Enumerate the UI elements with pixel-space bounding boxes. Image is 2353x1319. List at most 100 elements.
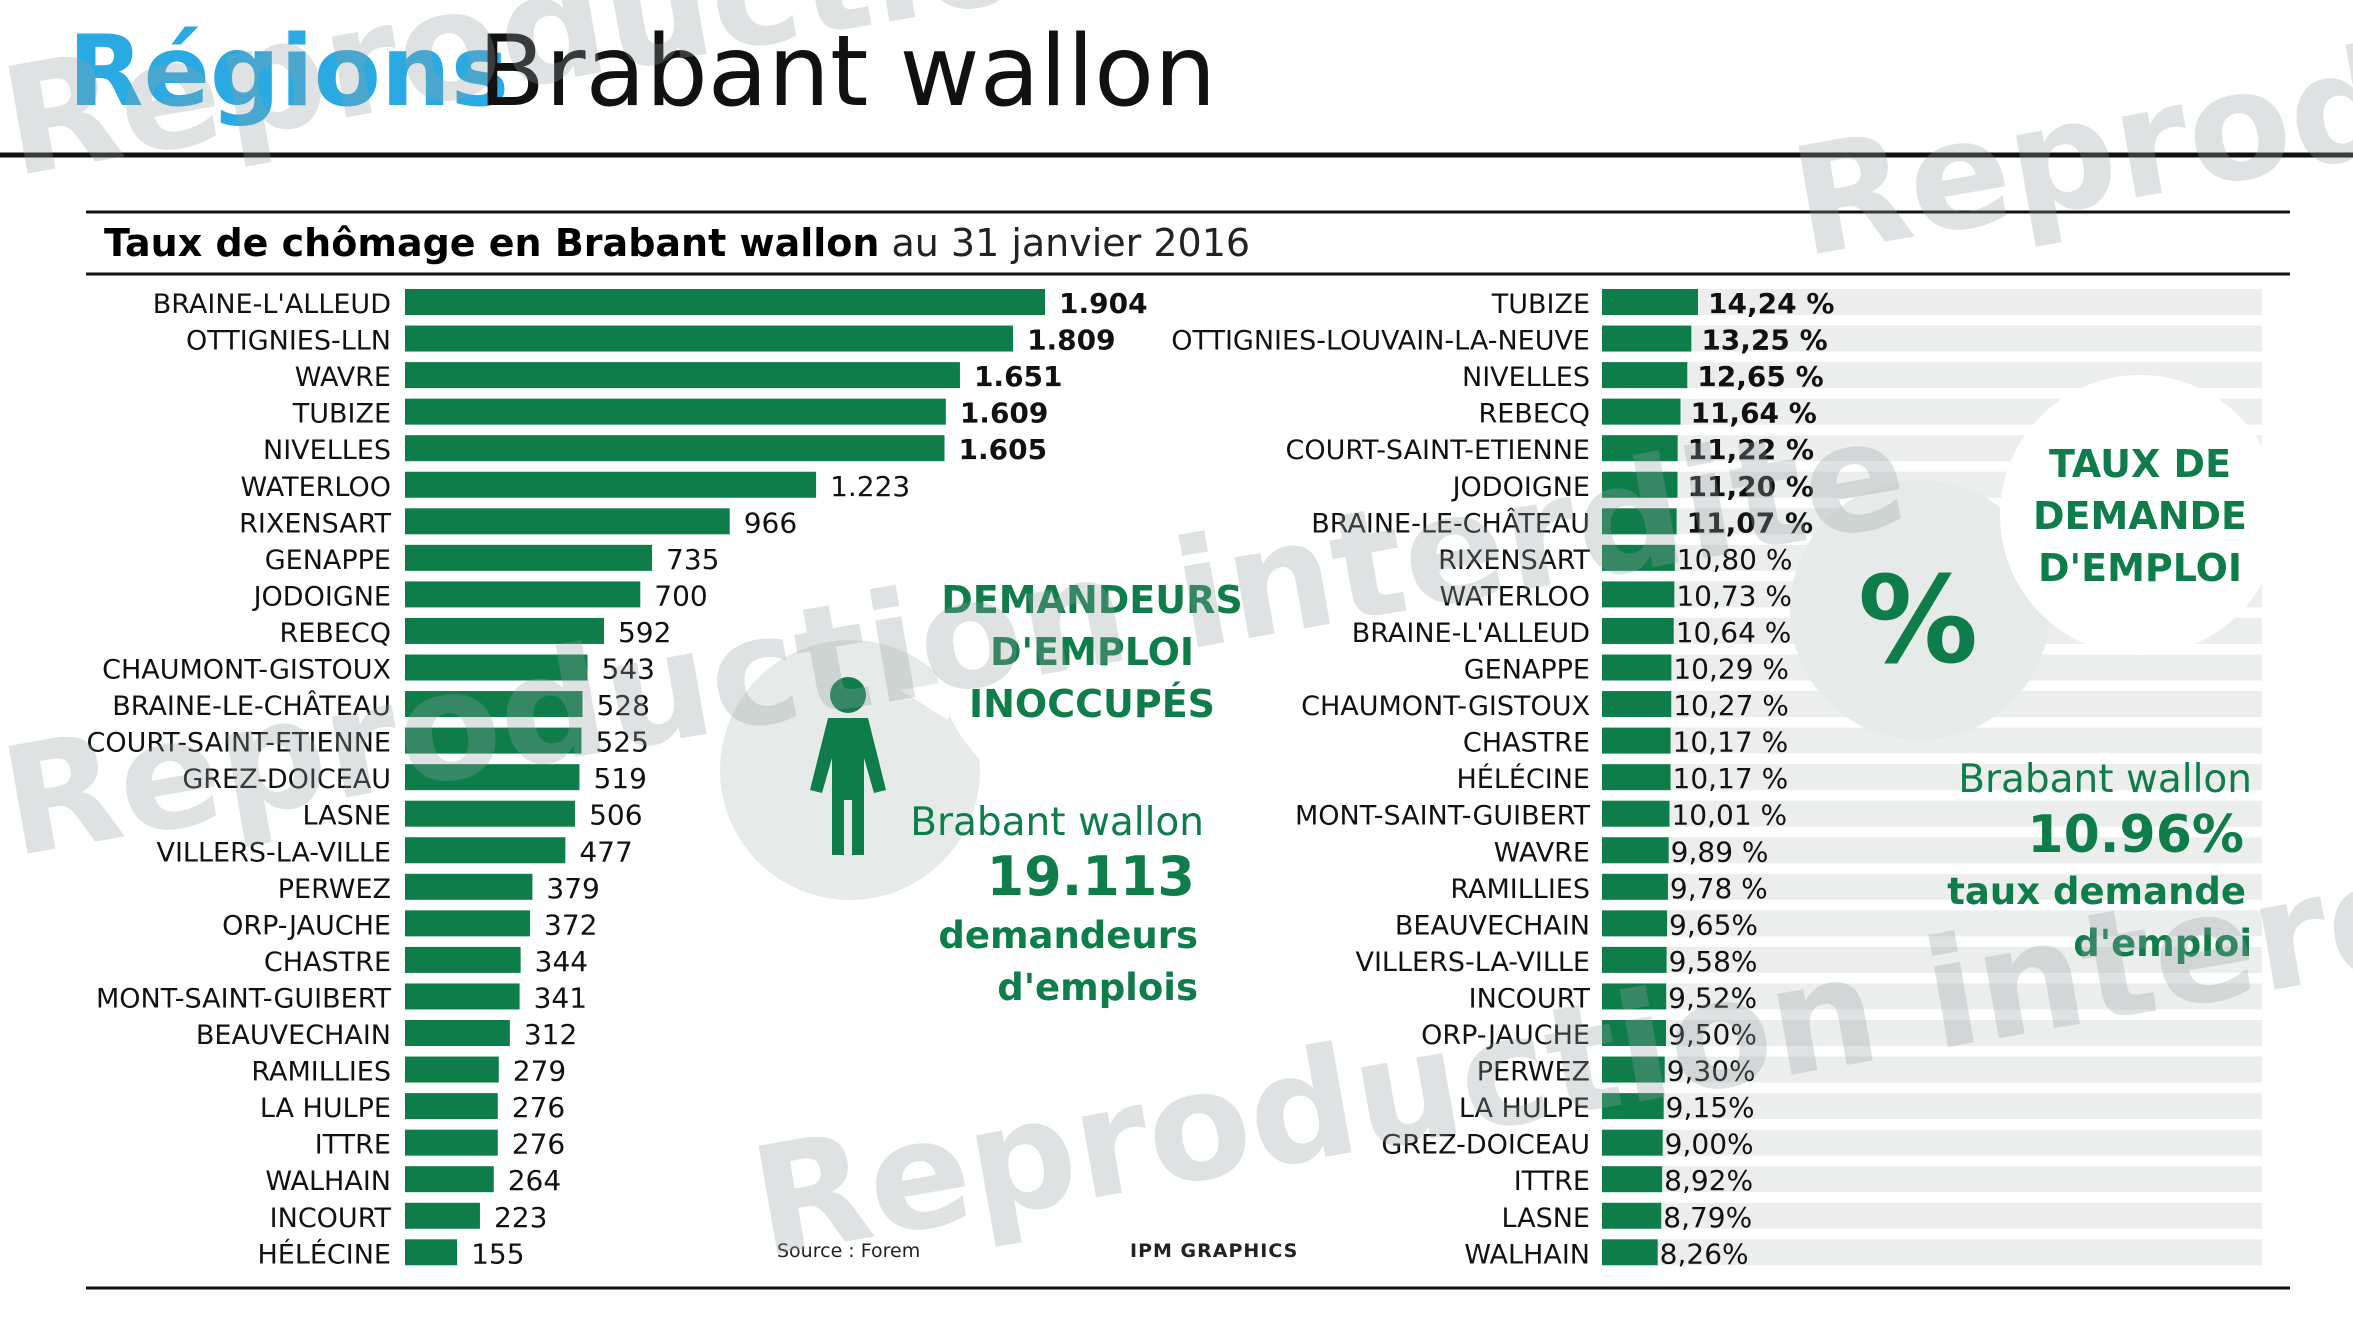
left-bar xyxy=(405,691,583,718)
left-value-label: 519 xyxy=(593,762,646,795)
right-bar xyxy=(1602,910,1668,937)
page-title: Brabant wallon xyxy=(478,15,1216,129)
left-category-label: ORP-JAUCHE xyxy=(222,910,391,941)
right-category-label: WATERLOO xyxy=(1440,581,1591,612)
left-bar xyxy=(405,946,521,973)
right-value-label: 9,15% xyxy=(1666,1091,1755,1124)
right-row-stripe xyxy=(1602,1129,2262,1156)
right-category-label: COURT-SAINT-ETIENNE xyxy=(1286,435,1590,466)
chart-subtitle: Taux de chômage en Brabant wallon au 31 j… xyxy=(104,221,1250,265)
left-bar xyxy=(405,1020,510,1046)
right-category-label: BRAINE-L'ALLEUD xyxy=(1352,618,1590,649)
right-category-label: INCOURT xyxy=(1469,983,1591,1014)
right-bar xyxy=(1602,1020,1667,1046)
right-bar xyxy=(1602,873,1668,900)
left-value-label: 543 xyxy=(602,653,655,686)
left-value-label: 264 xyxy=(508,1164,561,1197)
left-bubble-line-1: DEMANDEURS xyxy=(941,578,1243,622)
right-bar xyxy=(1602,946,1667,973)
left-category-label: RIXENSART xyxy=(239,508,391,539)
left-total: 19.113 xyxy=(987,845,1195,908)
right-category-label: CHASTRE xyxy=(1463,728,1590,759)
left-value-label: 372 xyxy=(544,908,597,941)
right-value-label: 10,01 % xyxy=(1671,799,1787,832)
right-row-stripe xyxy=(1602,873,2262,900)
right-value-label: 9,00% xyxy=(1665,1128,1754,1161)
right-category-label: OTTIGNIES-LOUVAIN-LA-NEUVE xyxy=(1171,326,1590,357)
left-callout: DEMANDEURS D'EMPLOI INOCCUPÉS Brabant wa… xyxy=(810,495,1245,1009)
left-category-label: JODOIGNE xyxy=(252,581,391,612)
right-category-label: WAVRE xyxy=(1494,837,1590,868)
right-total: 10.96% xyxy=(2027,805,2244,865)
right-category-label: JODOIGNE xyxy=(1451,472,1590,503)
left-category-label: OTTIGNIES-LLN xyxy=(186,326,391,357)
right-bar xyxy=(1602,1056,1665,1083)
left-category-label: PERWEZ xyxy=(278,874,391,905)
right-row-stripe xyxy=(1602,1202,2262,1229)
right-value-label: 11,07 % xyxy=(1687,506,1813,539)
left-bar xyxy=(405,910,531,937)
left-category-label: RAMILLIES xyxy=(251,1057,391,1088)
right-row-stripe xyxy=(1602,910,2262,937)
left-category-label: GREZ-DOICEAU xyxy=(182,764,391,795)
left-value-label: 344 xyxy=(535,945,588,978)
right-category-label: GENAPPE xyxy=(1464,655,1590,686)
left-category-label: BEAUVECHAIN xyxy=(196,1020,391,1051)
right-bar-chart: TUBIZE 14,24 % OTTIGNIES-LOUVAIN-LA-NEUVE 1… xyxy=(1171,287,1834,1270)
left-category-label: WAVRE xyxy=(295,362,391,393)
person-icon xyxy=(810,677,886,855)
left-bubble-line-2: D'EMPLOI xyxy=(990,630,1194,674)
right-category-label: BEAUVECHAIN xyxy=(1395,910,1590,941)
left-bar xyxy=(405,581,641,608)
left-value-label: 477 xyxy=(579,835,632,868)
percent-icon: % xyxy=(1858,552,1978,691)
left-bar xyxy=(405,1239,458,1266)
right-category-label: ORP-JAUCHE xyxy=(1421,1020,1590,1051)
right-bubble-line-2: DEMANDE xyxy=(2033,494,2247,538)
right-row-stripe xyxy=(1602,325,2262,352)
left-bar xyxy=(405,727,582,754)
left-category-label: BRAINE-L'ALLEUD xyxy=(153,289,391,320)
right-row-stripe xyxy=(1602,1166,2262,1193)
right-value-label: 9,65% xyxy=(1669,908,1758,941)
right-value-label: 10,64 % xyxy=(1676,616,1792,649)
right-bar xyxy=(1602,581,1675,608)
left-category-label: TUBIZE xyxy=(292,399,391,430)
right-row-stripe xyxy=(1602,837,2262,864)
right-bar xyxy=(1602,1166,1663,1193)
right-category-label: PERWEZ xyxy=(1477,1057,1590,1088)
right-value-label: 8,79% xyxy=(1663,1201,1752,1234)
left-bar xyxy=(405,1093,498,1120)
left-bar xyxy=(405,800,576,827)
right-bar xyxy=(1602,764,1671,791)
left-bar xyxy=(405,325,1014,352)
left-value-label: 223 xyxy=(494,1201,547,1234)
left-category-label: LA HULPE xyxy=(260,1093,391,1124)
left-bar-chart: BRAINE-L'ALLEUD 1.904 OTTIGNIES-LLN 1.809 WA… xyxy=(87,287,1148,1270)
right-bar xyxy=(1602,617,1674,644)
source-note: Source : Forem xyxy=(777,1240,920,1262)
right-row-stripe xyxy=(1602,1239,2262,1266)
left-bar xyxy=(405,362,960,389)
right-value-label: 8,26% xyxy=(1660,1237,1749,1270)
left-value-label: 525 xyxy=(595,726,648,759)
right-value-label: 8,92% xyxy=(1664,1164,1753,1197)
right-bar xyxy=(1602,837,1669,864)
left-category-label: WATERLOO xyxy=(241,472,392,503)
right-category-label: RIXENSART xyxy=(1438,545,1590,576)
left-bubble-line-3: INOCCUPÉS xyxy=(969,682,1215,726)
right-bar xyxy=(1602,362,1688,389)
right-category-label: GREZ-DOICEAU xyxy=(1381,1130,1590,1161)
left-bar xyxy=(405,508,730,535)
left-value-label: 276 xyxy=(512,1128,565,1161)
right-row-stripe xyxy=(1602,946,2262,973)
left-category-label: MONT-SAINT-GUIBERT xyxy=(96,983,392,1014)
left-value-label: 379 xyxy=(546,872,599,905)
right-row-stripe xyxy=(1602,983,2262,1010)
right-value-label: 12,65 % xyxy=(1697,360,1823,393)
left-value-label: 735 xyxy=(666,543,719,576)
right-value-label: 9,58% xyxy=(1669,945,1758,978)
left-bar xyxy=(405,1056,499,1083)
right-value-label: 13,25 % xyxy=(1701,324,1827,357)
left-value-label: 341 xyxy=(534,981,587,1014)
